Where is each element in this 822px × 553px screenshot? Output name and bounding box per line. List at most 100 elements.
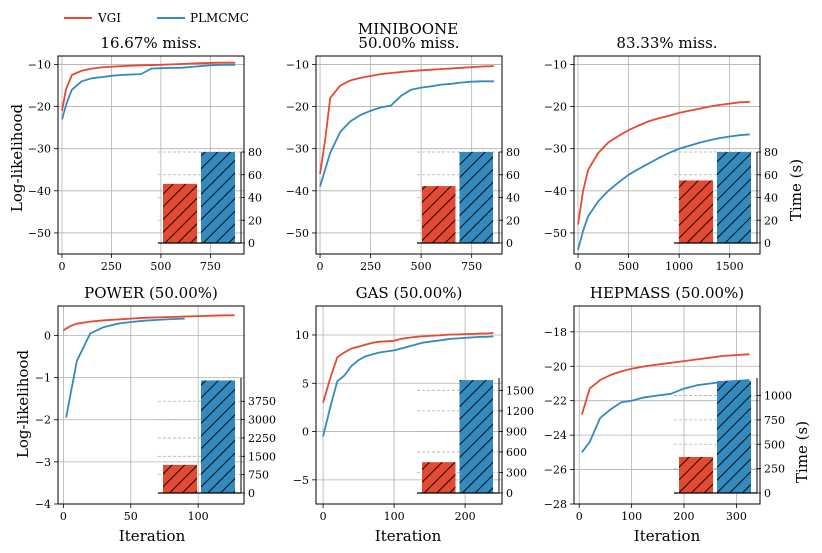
bar-tick-label: 60 (248, 169, 262, 182)
time-bar-hatch-plmcmc (201, 152, 235, 243)
bar-tick-label: 0 (506, 237, 513, 250)
panel-3: 83.33% miss. 0 500 1000 1500 −10 −20 −30 −40 −50 0… (544, 34, 778, 273)
panel-frame (573, 305, 761, 505)
x-tick-label: 50 (124, 510, 138, 523)
y-tick-label: −10 (544, 58, 567, 71)
y-tick-label: −26 (544, 464, 567, 477)
y-tick-label: −40 (28, 185, 51, 198)
x-tick-label: 500 (618, 260, 639, 273)
y-tick-label: −2 (35, 414, 51, 427)
x-tick-label: 750 (200, 260, 221, 273)
bar-tick-label: 20 (506, 214, 520, 227)
bar-tick-label: 40 (764, 192, 778, 205)
bar-tick-label: 500 (764, 438, 785, 451)
x-tick-label: 0 (576, 510, 583, 523)
time-label-top: Time (s) (787, 159, 805, 221)
y-tick-label: −50 (28, 227, 51, 240)
bar-tick-label: 3750 (248, 395, 276, 408)
panel-frame (57, 55, 245, 255)
y-tick-label: −40 (286, 185, 309, 198)
panel-title: 50.00% miss. (358, 34, 459, 52)
y-tick-label: −40 (544, 185, 567, 198)
bar-tick-label: 20 (248, 214, 262, 227)
x-tick-label: 100 (621, 510, 642, 523)
time-bar-hatch-vgi (163, 183, 197, 243)
time-bar-hatch-vgi (163, 464, 197, 493)
y-tick-label: −3 (35, 456, 51, 469)
x-tick-label: 0 (317, 260, 324, 273)
x-tick-label: 500 (411, 260, 432, 273)
bar-tick-label: 1500 (506, 384, 534, 397)
x-tick-label: 1500 (716, 260, 744, 273)
y-tick-label: 0 (302, 426, 309, 439)
bar-tick-label: 3000 (248, 414, 276, 427)
y-tick-label: −10 (28, 58, 51, 71)
series-line-plmcmc (322, 335, 494, 437)
x-tick-label: 0 (320, 510, 327, 523)
panel-frame (57, 305, 245, 505)
y-tick-label: −50 (544, 227, 567, 240)
series-line-plmcmc (577, 133, 750, 251)
bar-tick-label: 1500 (248, 450, 276, 463)
series-line-vgi (61, 61, 236, 111)
series-line-vgi (322, 332, 494, 403)
series-line-plmcmc (61, 63, 236, 120)
bar-tick-label: 2250 (248, 432, 276, 445)
x-tick-label: 0 (58, 260, 65, 273)
x-tick-label: 250 (360, 260, 381, 273)
time-bar-hatch-vgi (422, 186, 456, 243)
bar-tick-label: 600 (506, 446, 527, 459)
panel-6: HEPMASS (50.00%) 0 100 200 300 −18 −20 −22 −24 −2… (544, 284, 792, 523)
panel-frame (573, 55, 761, 255)
bar-tick-label: 0 (248, 487, 255, 500)
bar-tick-label: 40 (248, 192, 262, 205)
x-tick-label: 0 (60, 510, 67, 523)
y-tick-label: −1 (35, 372, 51, 385)
y-tick-label: −30 (286, 143, 309, 156)
time-bar-hatch-vgi (679, 180, 713, 243)
y-tick-label: −50 (286, 227, 309, 240)
y-tick-label: 5 (302, 377, 309, 390)
y-tick-label: 0 (44, 329, 51, 342)
x-tick-label: 200 (674, 510, 695, 523)
y-tick-label: −24 (544, 429, 567, 442)
legend-plmcmc-label: PLMCMC (190, 11, 249, 25)
panel-title: HEPMASS (50.00%) (590, 284, 744, 302)
x-tick-label: 200 (455, 510, 476, 523)
y-tick-label: −20 (544, 360, 567, 373)
y-tick-label: −20 (544, 101, 567, 114)
time-bar-hatch-vgi (422, 462, 456, 493)
bar-tick-label: 60 (506, 169, 520, 182)
legend-vgi-label: VGI (97, 11, 121, 25)
y-tick-label: −20 (286, 101, 309, 114)
bar-tick-label: 80 (764, 146, 778, 159)
time-bar-hatch-plmcmc (717, 152, 751, 243)
bar-tick-label: 1200 (506, 405, 534, 418)
bar-tick-label: 0 (506, 487, 513, 500)
y-tick-label: −18 (544, 326, 567, 339)
panel-title: GAS (50.00%) (356, 284, 463, 302)
panel-2: 50.00% miss. 0 250 500 750 −10 −20 −30 −40 −50 0 20… (286, 34, 520, 273)
x-tick-label: 0 (575, 260, 582, 273)
x-tick-label: 500 (150, 260, 171, 273)
y-label-top: Log-likelihood (8, 104, 26, 213)
y-tick-label: 10 (295, 329, 309, 342)
bar-tick-label: 0 (764, 237, 771, 250)
series-line-vgi (62, 314, 235, 332)
time-label-bottom: Time (s) (793, 421, 811, 483)
x-tick-label: 100 (384, 510, 405, 523)
x-tick-label: 250 (101, 260, 122, 273)
legend: VGI PLMCMC (64, 11, 249, 25)
x-tick-label: 300 (726, 510, 747, 523)
y-tick-label: −22 (544, 395, 567, 408)
super-title: MINIBOONE (358, 20, 458, 38)
y-tick-label: −4 (35, 498, 51, 511)
panel-title: 83.33% miss. (616, 34, 717, 52)
y-tick-label: −30 (544, 143, 567, 156)
x-label-mid: Iteration (375, 527, 442, 545)
panel-1: 16.67% miss. 0 250 500 750 −10 −20 −30 −40 −50 0 20… (28, 34, 262, 273)
y-tick-label: −10 (286, 58, 309, 71)
bar-tick-label: 80 (248, 146, 262, 159)
time-bar-hatch-vgi (679, 456, 713, 493)
